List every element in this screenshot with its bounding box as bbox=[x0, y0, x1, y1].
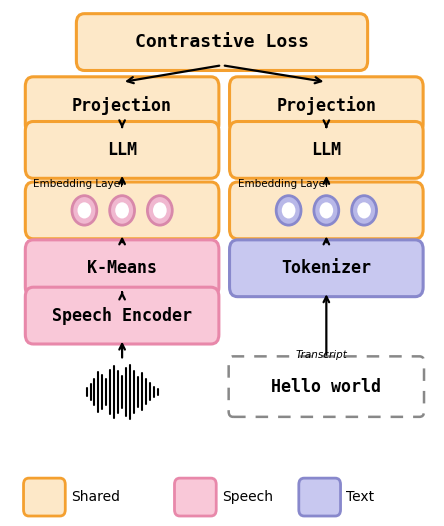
Circle shape bbox=[153, 203, 166, 218]
FancyBboxPatch shape bbox=[230, 182, 423, 239]
Text: Shared: Shared bbox=[71, 490, 120, 504]
Text: Text: Text bbox=[346, 490, 374, 504]
Circle shape bbox=[314, 196, 339, 225]
FancyBboxPatch shape bbox=[25, 122, 219, 178]
Text: Embedding Layer: Embedding Layer bbox=[238, 179, 329, 189]
FancyBboxPatch shape bbox=[25, 287, 219, 344]
Text: LLM: LLM bbox=[107, 141, 137, 159]
FancyBboxPatch shape bbox=[25, 77, 219, 134]
Circle shape bbox=[147, 196, 172, 225]
Text: Embedding Layer: Embedding Layer bbox=[33, 179, 125, 189]
Text: Transcript: Transcript bbox=[296, 349, 348, 360]
FancyBboxPatch shape bbox=[299, 478, 341, 516]
Text: Contrastive Loss: Contrastive Loss bbox=[135, 33, 309, 51]
Text: Projection: Projection bbox=[72, 96, 172, 115]
Text: Hello world: Hello world bbox=[271, 378, 381, 396]
Circle shape bbox=[72, 196, 97, 225]
FancyBboxPatch shape bbox=[230, 122, 423, 178]
Circle shape bbox=[115, 203, 129, 218]
Text: K-Means: K-Means bbox=[87, 259, 157, 277]
FancyBboxPatch shape bbox=[230, 240, 423, 297]
FancyBboxPatch shape bbox=[25, 240, 219, 297]
Circle shape bbox=[357, 203, 371, 218]
FancyBboxPatch shape bbox=[76, 14, 368, 70]
FancyBboxPatch shape bbox=[174, 478, 216, 516]
FancyBboxPatch shape bbox=[25, 182, 219, 239]
FancyBboxPatch shape bbox=[229, 357, 424, 417]
Circle shape bbox=[352, 196, 377, 225]
FancyBboxPatch shape bbox=[230, 77, 423, 134]
Circle shape bbox=[110, 196, 135, 225]
Circle shape bbox=[320, 203, 333, 218]
Text: Speech Encoder: Speech Encoder bbox=[52, 307, 192, 325]
Circle shape bbox=[78, 203, 91, 218]
Circle shape bbox=[276, 196, 301, 225]
Text: Tokenizer: Tokenizer bbox=[281, 259, 371, 277]
Circle shape bbox=[282, 203, 295, 218]
FancyBboxPatch shape bbox=[24, 478, 65, 516]
Text: Projection: Projection bbox=[276, 96, 377, 115]
Text: LLM: LLM bbox=[311, 141, 341, 159]
Text: Speech: Speech bbox=[222, 490, 273, 504]
